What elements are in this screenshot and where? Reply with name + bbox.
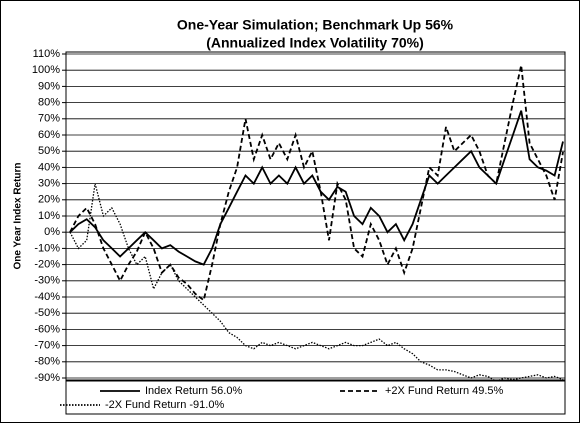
- y-tick-label: 90%: [38, 80, 60, 92]
- y-tick-label: 70%: [38, 113, 60, 125]
- y-tick-label: -60%: [34, 323, 60, 335]
- y-tick-label: 30%: [38, 178, 60, 190]
- y-tick-label: -30%: [34, 275, 60, 287]
- series-line: [69, 65, 564, 302]
- legend: [65, 380, 566, 415]
- y-tick-label: 50%: [38, 145, 60, 157]
- series-line: [69, 110, 564, 266]
- y-tick-label: -70%: [34, 340, 60, 352]
- y-tick-label: -90%: [34, 372, 60, 384]
- y-tick-label: 0%: [44, 226, 60, 238]
- y-tick-label: 20%: [38, 194, 60, 206]
- y-tick-label: 100%: [32, 64, 60, 76]
- y-tick-label: 80%: [38, 97, 60, 109]
- y-tick-label: -50%: [34, 307, 60, 319]
- chart-subtitle: (Annualized Index Volatility 70%): [206, 35, 424, 51]
- y-tick-label: 60%: [38, 129, 60, 141]
- legend-label: +2X Fund Return 49.5%: [385, 385, 504, 397]
- y-tick-label: -20%: [34, 259, 60, 271]
- y-tick-label: 10%: [38, 210, 60, 222]
- y-tick-label: -80%: [34, 356, 60, 368]
- legend-label: Index Return 56.0%: [145, 385, 242, 397]
- y-axis-label: One Year Index Return: [13, 162, 24, 269]
- y-tick-label: -40%: [34, 291, 60, 303]
- chart-title: One-Year Simulation; Benchmark Up 56%: [177, 17, 454, 33]
- y-tick-label: 110%: [33, 48, 61, 60]
- legend-label: -2X Fund Return -91.0%: [105, 399, 224, 411]
- y-tick-label: -10%: [34, 242, 60, 254]
- y-tick-label: 40%: [38, 161, 60, 173]
